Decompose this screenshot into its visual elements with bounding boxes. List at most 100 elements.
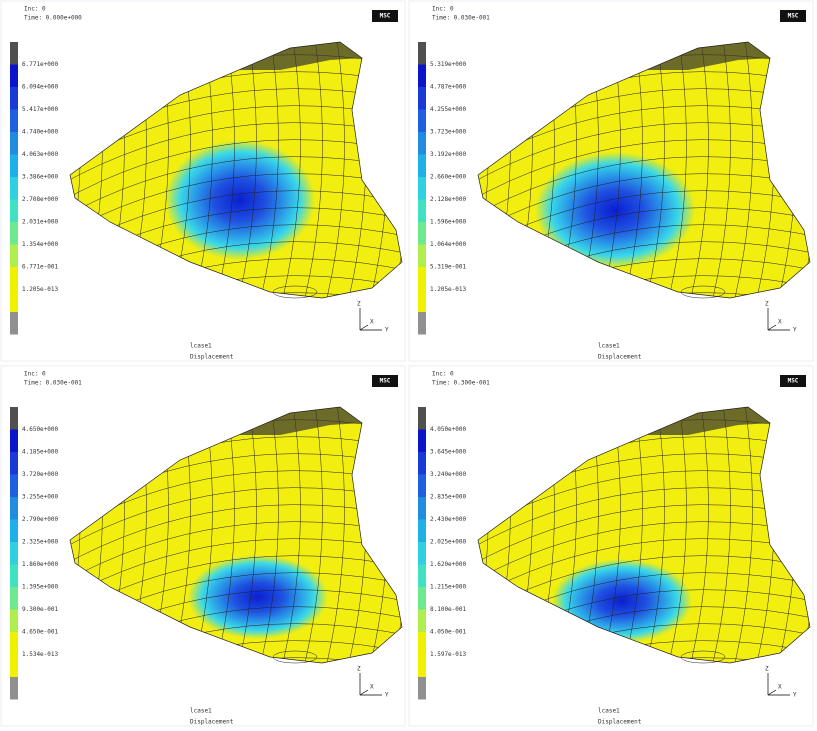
- legend-swatch: [418, 430, 426, 453]
- legend-swatch: [10, 610, 18, 633]
- legend-label: 1.215e+000: [430, 584, 467, 591]
- legend-label: 1.860e+000: [22, 561, 59, 568]
- legend-swatch: [418, 155, 426, 178]
- legend-swatch: [418, 267, 426, 290]
- legend-swatch: [10, 290, 18, 313]
- legend-swatch: [10, 542, 18, 565]
- legend-label: 4.050e+000: [430, 426, 467, 433]
- axis-label: Y: [385, 327, 389, 334]
- legend-swatch: [10, 200, 18, 223]
- legend-label: 2.835e+000: [430, 494, 467, 501]
- legend-swatch: [10, 312, 18, 335]
- legend-label: 4.650e-001: [22, 629, 59, 636]
- result-panel: Inc: 0Time: 0.030e-001MSC5.319e+0004.787…: [409, 1, 817, 361]
- result-panel: Inc: 0Time: 0.300e-001MSC4.050e+0003.645…: [409, 366, 817, 726]
- legend-label: 5.319e-001: [430, 264, 467, 271]
- axis-label: X: [370, 319, 374, 326]
- legend-swatch: [10, 65, 18, 88]
- result-panel: Inc: 0Time: 0.030e-001MSC4.650e+0004.185…: [1, 366, 410, 726]
- time-label: Time: 0.030e-001: [432, 15, 490, 22]
- legend-swatch: [10, 87, 18, 110]
- legend-label: 6.094e+000: [22, 84, 59, 91]
- legend-label: 1.205e-013: [430, 286, 467, 293]
- legend-label: 1.597e-013: [430, 651, 467, 658]
- legend-swatch: [418, 200, 426, 223]
- legend-swatch: [418, 677, 426, 700]
- legend-swatch: [418, 312, 426, 335]
- legend-label: 1.205e-013: [22, 286, 59, 293]
- time-label: Time: 0.300e-001: [432, 380, 490, 387]
- axis-label: Y: [793, 327, 797, 334]
- legend-label: 4.255e+000: [430, 106, 467, 113]
- increment-label: Inc: 0: [24, 6, 46, 13]
- legend-swatch: [418, 245, 426, 268]
- legend-swatch: [418, 587, 426, 610]
- legend-swatch: [10, 587, 18, 610]
- quantity: Displacement: [598, 719, 642, 726]
- legend-swatch: [418, 542, 426, 565]
- legend-swatch: [10, 430, 18, 453]
- legend-label: 3.240e+000: [430, 471, 467, 478]
- legend-swatch: [418, 222, 426, 245]
- axis-label: X: [778, 319, 782, 326]
- legend-swatch: [10, 452, 18, 475]
- legend-swatch: [10, 655, 18, 678]
- legend-swatch: [10, 407, 18, 430]
- legend-label: 3.192e+000: [430, 151, 467, 158]
- legend-swatch: [10, 677, 18, 700]
- legend-label: 4.063e+000: [22, 151, 59, 158]
- legend-swatch: [418, 655, 426, 678]
- legend-label: 4.740e+000: [22, 129, 59, 136]
- legend-label: 9.300e-001: [22, 606, 59, 613]
- legend-swatch: [418, 475, 426, 498]
- quantity: Displacement: [190, 354, 234, 361]
- legend-swatch: [10, 475, 18, 498]
- time-label: Time: 0.000e+000: [24, 15, 82, 22]
- legend-label: 2.325e+000: [22, 539, 59, 546]
- load-case: lcase1: [190, 708, 212, 715]
- legend-label: 5.319e+000: [430, 61, 467, 68]
- legend-label: 2.708e+000: [22, 196, 59, 203]
- legend-label: 1.064e+000: [430, 241, 467, 248]
- legend-swatch: [418, 42, 426, 65]
- axis-label: Y: [793, 692, 797, 699]
- axis-label: X: [370, 684, 374, 691]
- legend-label: 3.255e+000: [22, 494, 59, 501]
- legend-swatch: [418, 565, 426, 588]
- legend-label: 5.417e+000: [22, 106, 59, 113]
- axis-label: Y: [385, 692, 389, 699]
- logo: MSC: [788, 378, 799, 385]
- load-case: lcase1: [190, 343, 212, 350]
- legend-swatch: [418, 520, 426, 543]
- logo: MSC: [380, 13, 391, 20]
- legend-label: 4.050e-001: [430, 629, 467, 636]
- legend-swatch: [10, 632, 18, 655]
- contour-blob: [165, 140, 315, 260]
- legend-swatch: [418, 132, 426, 155]
- legend-swatch: [418, 177, 426, 200]
- legend-label: 2.031e+000: [22, 219, 59, 226]
- quantity: Displacement: [598, 354, 642, 361]
- legend-swatch: [418, 610, 426, 633]
- legend-swatch: [418, 632, 426, 655]
- time-label: Time: 0.030e-001: [24, 380, 82, 387]
- logo: MSC: [788, 13, 799, 20]
- axis-label: Z: [357, 301, 361, 308]
- legend-label: 3.720e+000: [22, 471, 59, 478]
- legend-label: 1.395e+000: [22, 584, 59, 591]
- legend-swatch: [10, 520, 18, 543]
- legend-label: 1.596e+000: [430, 219, 467, 226]
- legend-swatch: [418, 110, 426, 133]
- load-case: lcase1: [598, 708, 620, 715]
- increment-label: Inc: 0: [432, 6, 454, 13]
- legend-swatch: [10, 565, 18, 588]
- legend-label: 2.128e+000: [430, 196, 467, 203]
- legend-label: 1.620e+000: [430, 561, 467, 568]
- contour-blob: [188, 555, 328, 639]
- legend-label: 4.650e+000: [22, 426, 59, 433]
- legend-label: 3.723e+000: [430, 129, 467, 136]
- legend-swatch: [10, 155, 18, 178]
- legend-swatch: [418, 497, 426, 520]
- legend-label: 2.660e+000: [430, 174, 467, 181]
